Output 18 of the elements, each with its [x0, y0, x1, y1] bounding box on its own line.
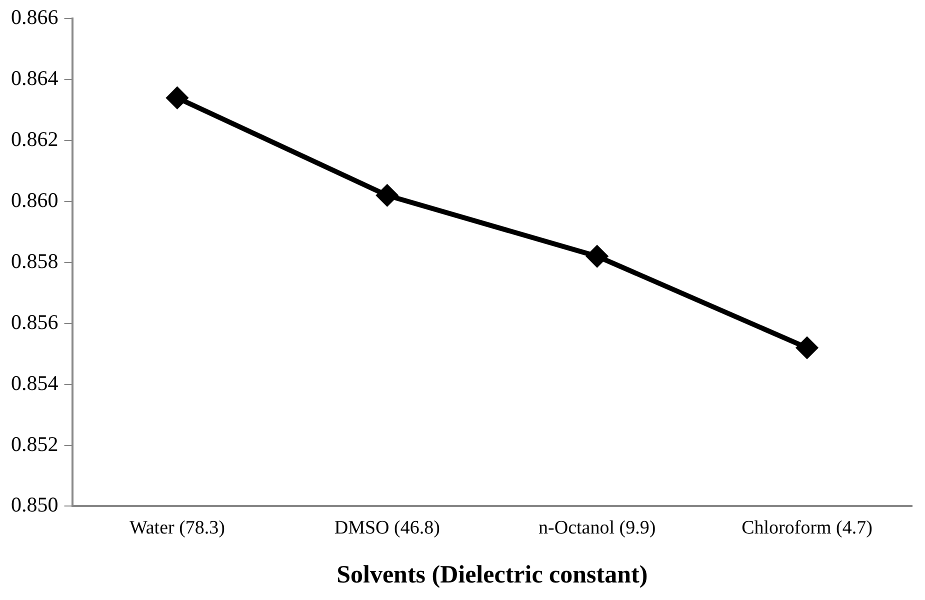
- point: [166, 87, 188, 108]
- x-tick-label: Chloroform (4.7): [742, 518, 872, 539]
- y-tick-label: 0.860: [11, 188, 58, 212]
- x-tick-label: DMSO (46.8): [334, 518, 440, 539]
- y-tick-label: 0.856: [11, 310, 58, 334]
- y-tick-label: 0.862: [11, 127, 58, 152]
- point: [376, 184, 398, 206]
- y-tick-label: 0.858: [11, 248, 58, 273]
- y-tick-label: 0.850: [11, 492, 58, 517]
- x-tick-label: Water (78.3): [129, 518, 225, 539]
- x-tick-label: n-Octanol (9.9): [538, 518, 656, 539]
- y-tick-label: 0.852: [11, 432, 58, 456]
- y-tick-label: 0.864: [11, 66, 59, 90]
- y-tick-label: 0.854: [11, 370, 59, 395]
- point: [586, 246, 608, 267]
- x-axis-title: Solvents (Dielectric constant): [336, 561, 648, 588]
- point: [796, 337, 818, 358]
- y-tick-label: 0.866: [11, 5, 58, 30]
